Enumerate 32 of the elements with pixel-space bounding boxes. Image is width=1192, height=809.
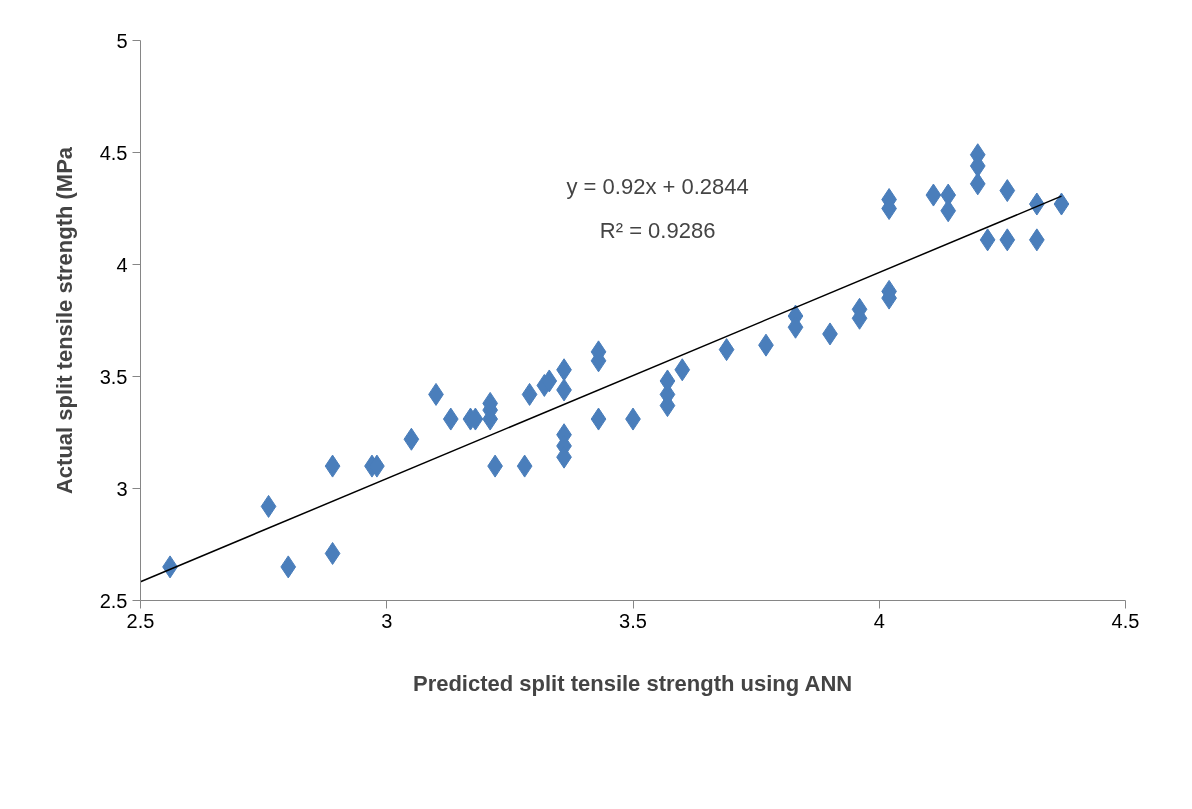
x-tick-label: 4.5 bbox=[1111, 609, 1140, 632]
point bbox=[324, 454, 341, 478]
annotation: y = 0.92x + 0.2844 bbox=[566, 173, 749, 199]
point bbox=[442, 407, 459, 431]
y-tick-label: 4 bbox=[116, 253, 128, 276]
point bbox=[999, 179, 1016, 203]
y-tick-label: 4.5 bbox=[99, 141, 128, 164]
point bbox=[516, 454, 533, 478]
point bbox=[925, 183, 942, 207]
point bbox=[999, 228, 1016, 252]
y-tick-label: 3.5 bbox=[99, 365, 128, 388]
x-tick-label: 3.5 bbox=[619, 609, 647, 632]
y-axis-title: Actual split tensile strength (MPa bbox=[51, 146, 77, 495]
point bbox=[521, 382, 538, 406]
annotation: R² = 0.9286 bbox=[599, 218, 716, 244]
point bbox=[940, 199, 957, 223]
point bbox=[969, 172, 986, 196]
point bbox=[260, 494, 277, 518]
point bbox=[280, 555, 297, 579]
x-tick-label: 4 bbox=[873, 609, 885, 632]
y-tick-label: 3 bbox=[116, 477, 128, 500]
point bbox=[979, 228, 996, 252]
y-tick-label: 5 bbox=[116, 29, 128, 52]
point bbox=[403, 427, 420, 451]
point bbox=[590, 407, 607, 431]
point bbox=[718, 338, 735, 362]
point bbox=[324, 541, 341, 565]
point bbox=[1053, 192, 1070, 216]
x-tick-label: 3 bbox=[381, 609, 393, 632]
point bbox=[674, 358, 691, 382]
x-axis-title: Predicted split tensile strength using ANN bbox=[412, 670, 853, 696]
y-tick-label: 2.5 bbox=[99, 589, 128, 612]
